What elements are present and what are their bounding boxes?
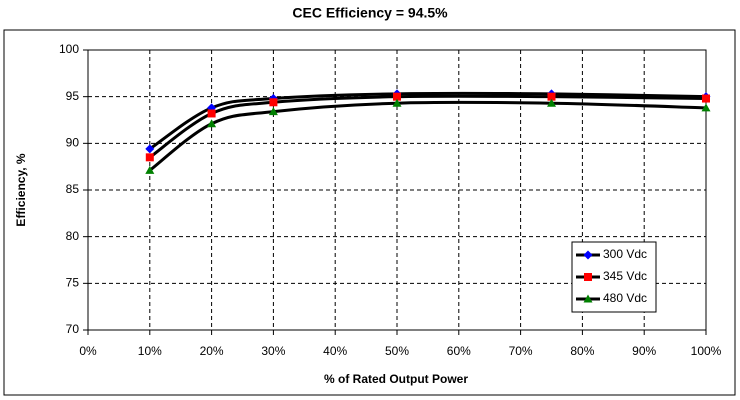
- x-tick-label: 30%: [261, 344, 285, 358]
- chart-title: CEC Efficiency = 94.5%: [292, 5, 448, 21]
- y-tick-label: 80: [66, 229, 80, 243]
- marker: [583, 294, 593, 303]
- marker: [269, 98, 278, 107]
- marker: [145, 153, 154, 162]
- marker: [392, 98, 402, 107]
- y-tick-label: 95: [66, 89, 80, 103]
- marker: [547, 98, 556, 107]
- legend-label: 480 Vdc: [603, 291, 647, 305]
- marker: [583, 250, 593, 260]
- x-tick-label: 40%: [323, 344, 347, 358]
- marker: [145, 165, 155, 174]
- y-tick-label: 90: [66, 136, 80, 150]
- marker: [268, 107, 278, 116]
- x-tick-label: 50%: [385, 344, 409, 358]
- marker: [207, 109, 216, 118]
- marker: [145, 144, 155, 154]
- marker: [547, 92, 556, 101]
- y-tick-label: 70: [66, 322, 80, 336]
- marker: [393, 92, 401, 101]
- plot-border: [87, 49, 707, 331]
- legend-label: 300 Vdc: [603, 247, 647, 261]
- x-axis-label: % of Rated Output Power: [324, 372, 468, 386]
- marker: [701, 103, 711, 112]
- x-tick-label: 80%: [570, 344, 594, 358]
- x-tick-label: 20%: [200, 344, 224, 358]
- legend-label: 345 Vdc: [603, 269, 647, 283]
- marker: [207, 119, 217, 128]
- x-tick-label: 100%: [691, 344, 722, 358]
- x-tick-label: 60%: [447, 344, 471, 358]
- marker: [702, 94, 710, 103]
- y-tick-label: 85: [66, 182, 80, 196]
- x-tick-label: 0%: [79, 344, 97, 358]
- x-tick-label: 70%: [509, 344, 533, 358]
- marker: [584, 273, 592, 281]
- y-axis-label: Efficiency, %: [14, 153, 28, 226]
- x-tick-label: 10%: [138, 344, 162, 358]
- y-tick-label: 75: [66, 276, 80, 290]
- y-tick-label: 100: [59, 42, 79, 56]
- x-tick-label: 90%: [632, 344, 656, 358]
